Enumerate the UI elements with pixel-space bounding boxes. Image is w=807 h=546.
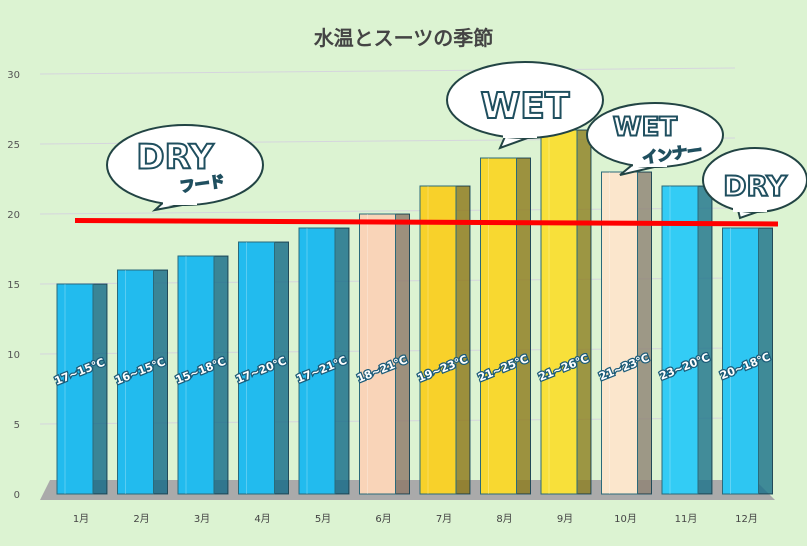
bar-9	[540, 129, 592, 495]
bar-side-shade	[153, 270, 168, 494]
bar-8	[480, 157, 531, 495]
bar-side-shade	[758, 228, 773, 494]
bar-side-shade	[274, 242, 289, 494]
gridline	[39, 67, 736, 75]
chart-title: 水温とスーツの季節	[313, 26, 494, 50]
y-tick-label: 5	[14, 420, 20, 431]
callout-text: DRY	[723, 169, 787, 202]
callout-2: WET	[446, 61, 604, 150]
bar-side-shade	[698, 186, 712, 494]
bar-3	[177, 255, 229, 495]
x-tick-label: 4月	[254, 513, 270, 525]
x-tick-label: 12月	[735, 513, 758, 525]
bar-side-shade	[516, 158, 531, 494]
x-tick-label: 5月	[315, 513, 331, 525]
bar-1	[56, 283, 108, 495]
bar	[480, 157, 517, 495]
x-tick-label: 8月	[496, 513, 512, 525]
x-tick-label: 6月	[375, 513, 391, 525]
bar	[177, 255, 215, 495]
bar-5	[298, 227, 350, 495]
x-tick-label: 10月	[614, 513, 637, 525]
bar	[117, 269, 154, 495]
callout-text: WET	[481, 86, 570, 127]
bar-side-shade	[214, 256, 228, 494]
x-tick-label: 11月	[675, 513, 698, 525]
bar-side-shade	[395, 214, 410, 494]
bar	[722, 227, 759, 495]
y-tick-label: 20	[7, 210, 20, 221]
callout-text: WET	[613, 113, 677, 143]
y-tick-label: 25	[7, 140, 20, 151]
bar-side-shade	[93, 284, 107, 494]
x-tick-label: 3月	[194, 513, 210, 525]
x-tick-label: 1月	[73, 513, 89, 525]
bar-2	[117, 269, 168, 495]
bar-12	[722, 227, 773, 495]
bar-6	[359, 213, 410, 495]
bar	[661, 185, 699, 495]
bar	[238, 241, 275, 495]
x-tick-label: 2月	[133, 513, 149, 525]
reference-line	[74, 218, 779, 227]
bar	[540, 129, 578, 495]
callout-text: DRY	[136, 137, 214, 177]
y-tick-label: 15	[7, 280, 20, 291]
bar-7	[419, 185, 471, 495]
bar-side-shade	[577, 130, 591, 494]
y-tick-label: 30	[7, 70, 20, 81]
bar-10	[601, 171, 652, 495]
x-tick-label: 7月	[436, 513, 452, 525]
bar-side-shade	[637, 172, 652, 494]
y-tick-label: 0	[14, 490, 20, 501]
bar	[419, 185, 457, 495]
bar	[601, 171, 638, 495]
bar-4	[238, 241, 289, 495]
bar	[56, 283, 94, 495]
bar	[359, 213, 396, 495]
callout-4: DRY	[702, 147, 807, 220]
bar-side-shade	[335, 228, 349, 494]
y-tick-label: 10	[7, 350, 20, 361]
x-tick-label: 9月	[557, 513, 573, 525]
bar-side-shade	[456, 186, 470, 494]
bar-11	[661, 185, 713, 495]
bar	[298, 227, 336, 495]
